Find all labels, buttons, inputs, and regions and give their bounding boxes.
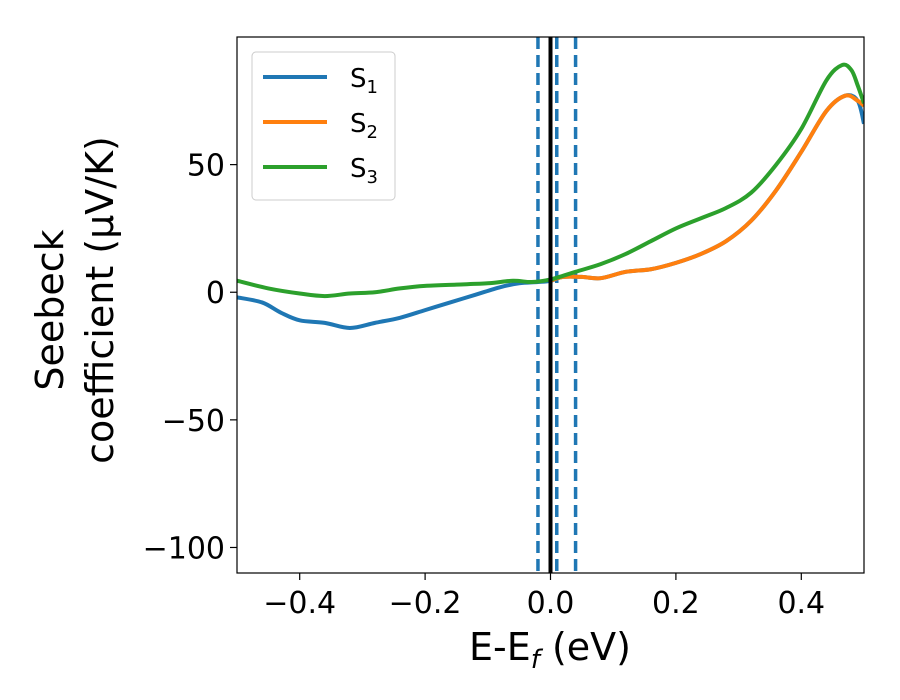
y-axis-label-line2: coefficient (μV/K) (78, 136, 122, 464)
series-line-s3 (237, 62, 864, 299)
x-tick-label: 0.0 (527, 586, 575, 621)
x-axis-label-main: E-E (469, 625, 531, 669)
y-tick-label: 50 (187, 149, 225, 184)
series-lines (237, 37, 864, 573)
x-tick-label: 0.4 (777, 586, 825, 621)
legend-box (251, 51, 396, 201)
x-axis-ticks: −0.4 −0.2 0.0 0.2 0.4 (263, 573, 825, 621)
y-axis-ticks: −100 −50 0 50 (143, 149, 237, 566)
y-tick-label: 0 (206, 276, 225, 311)
legend-label-s2: S2 (350, 109, 378, 143)
legend-label-s3: S3 (350, 154, 378, 188)
y-tick-label: −50 (162, 404, 225, 439)
x-tick-label: 0.2 (652, 586, 700, 621)
y-tick-label: −100 (143, 531, 225, 566)
legend-label-s1: S1 (350, 64, 378, 98)
x-tick-label: −0.4 (263, 586, 336, 621)
series-line-s2 (549, 93, 864, 283)
y-axis-label-line1: Seebeck (28, 229, 72, 390)
legend: S1 S2 S3 (251, 51, 396, 201)
x-tick-label: −0.2 (389, 586, 462, 621)
x-axis-label-unit: (eV) (540, 625, 631, 669)
x-axis-label: E-Ef (eV) (469, 625, 631, 675)
